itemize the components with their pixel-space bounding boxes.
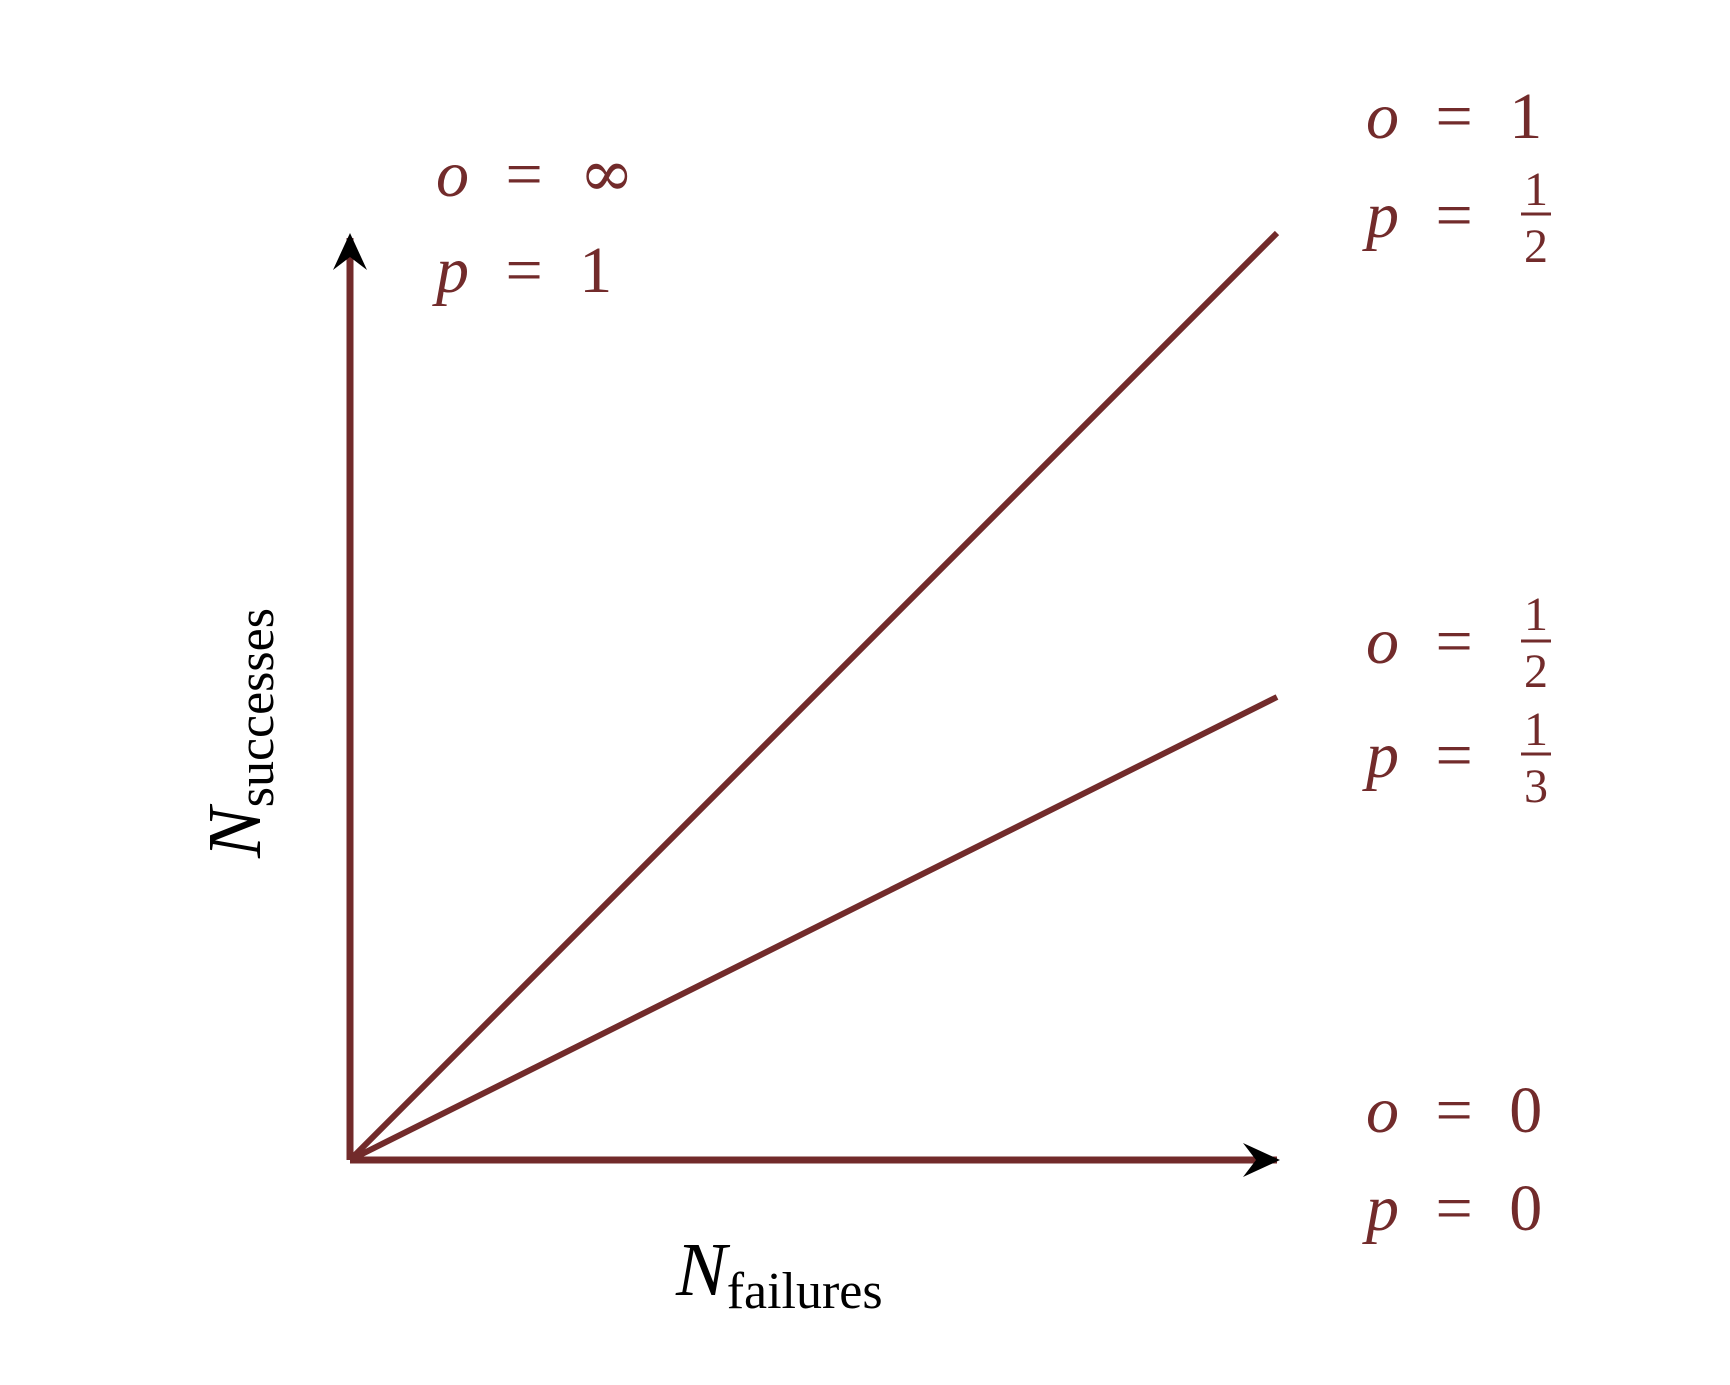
prob-value: 1 [579, 234, 612, 307]
prob-var: p [1362, 1172, 1399, 1245]
prob-var: p [432, 234, 469, 307]
prob-denominator: 2 [1524, 220, 1548, 273]
odds-var: o [1366, 1074, 1399, 1147]
equals-sign: = [1436, 1172, 1473, 1245]
svg-text:p =: p = [1362, 179, 1473, 252]
prob-value: 0 [1509, 1172, 1542, 1245]
label-odds-one: o = 1 p = 1 2 [1362, 80, 1551, 273]
y-axis-label-group: Nsuccesses [193, 608, 285, 859]
prob-numerator: 1 [1524, 703, 1548, 756]
odds-numerator: 1 [1524, 588, 1548, 641]
odds-denominator: 2 [1524, 645, 1548, 698]
prob-var: p [1362, 719, 1399, 792]
svg-text:p =: p = [1362, 719, 1473, 792]
prob-var: p [1362, 179, 1399, 252]
equals-sign: = [506, 234, 543, 307]
label-odds-half: o = 1 2 p = 1 3 [1362, 588, 1551, 813]
y-axis-label-sub: successes [228, 608, 285, 807]
odds-var: o [436, 138, 469, 211]
odds-var: o [1366, 605, 1399, 678]
y-axis-label: Nsuccesses [193, 608, 285, 859]
odds-var: o [1366, 80, 1399, 153]
svg-text:o = ∞: o = ∞ [436, 135, 634, 212]
equals-sign: = [1436, 719, 1473, 792]
ray-odds-one [347, 230, 1280, 1163]
x-axis-label: Nfailures [675, 1228, 883, 1320]
y-axis-arrowhead [333, 233, 367, 270]
label-odds-zero: o = 0 p = 0 [1362, 1074, 1542, 1245]
svg-text:p = 1: p = 1 [432, 234, 612, 307]
ray-odds-half [348, 694, 1279, 1163]
label-odds-infinity: o = ∞ p = 1 [432, 135, 634, 307]
prob-numerator: 1 [1524, 163, 1548, 216]
x-axis-arrowhead [1243, 1143, 1280, 1177]
equals-sign: = [1436, 179, 1473, 252]
x-axis-label-sub: failures [727, 1263, 883, 1320]
y-axis-label-main: N [193, 803, 277, 859]
svg-text:o = 0: o = 0 [1366, 1074, 1542, 1147]
odds-value: 1 [1509, 80, 1542, 153]
equals-sign: = [1436, 80, 1473, 153]
svg-text:o =: o = [1366, 605, 1473, 678]
equals-sign: = [1436, 605, 1473, 678]
prob-denominator: 3 [1524, 760, 1548, 813]
odds-value: ∞ [579, 135, 634, 212]
x-axis-label-main: N [675, 1228, 731, 1312]
svg-text:p = 0: p = 0 [1362, 1172, 1542, 1245]
svg-text:o = 1: o = 1 [1366, 80, 1542, 153]
equals-sign: = [1436, 1074, 1473, 1147]
odds-value: 0 [1509, 1074, 1542, 1147]
equals-sign: = [506, 138, 543, 211]
